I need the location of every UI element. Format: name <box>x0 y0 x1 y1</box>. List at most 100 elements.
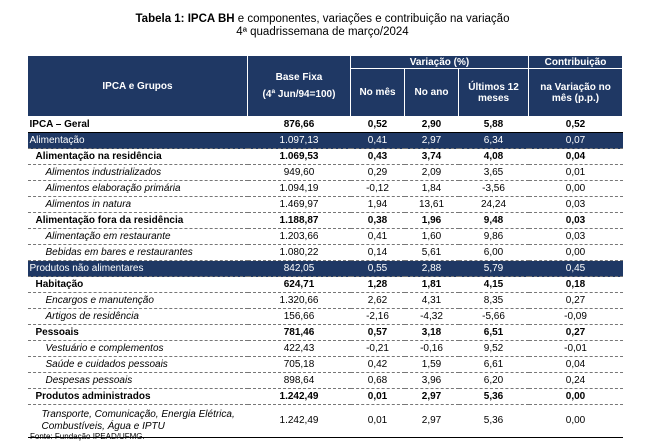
title-line: Tabela 1: IPCA BH e componentes, variaçõ… <box>0 13 645 26</box>
cell: 3,18 <box>404 324 459 341</box>
cell: 0,07 <box>528 132 623 149</box>
table-row: Bebidas em bares e restaurantes 1.080,22 0… <box>27 244 623 261</box>
cell: 9,48 <box>458 212 529 229</box>
cell: 1.069,53 <box>247 148 351 165</box>
row-label: Alimentos elaboração primária <box>27 180 248 197</box>
cell: 624,71 <box>247 276 351 293</box>
cell: 0,52 <box>528 116 623 133</box>
title: Tabela 1: IPCA BH e componentes, variaçõ… <box>0 13 645 39</box>
cell: 4,08 <box>458 148 529 165</box>
header-cell: na Variação no mês (p.p.) <box>528 68 624 117</box>
cell: 8,35 <box>458 292 529 309</box>
cell: 422,43 <box>247 340 351 357</box>
cell: -0,21 <box>350 340 405 357</box>
table-row: Transporte, Comunicação, Energia Elétric… <box>27 404 623 438</box>
cell: 0,29 <box>350 164 405 181</box>
cell: 1.094,19 <box>247 180 351 197</box>
title-rest: e componentes, variações e contribuição … <box>234 13 510 25</box>
cell: 1,81 <box>404 276 459 293</box>
cell: 0,14 <box>350 244 405 261</box>
table-row: Produtos administrados 1.242,49 0,01 2,97 5,… <box>27 388 623 405</box>
row-label: Artigos de residência <box>27 308 248 325</box>
cell: 0,01 <box>350 404 405 438</box>
table-row: Habitação 624,71 1,28 1,81 4,15 0,18 <box>27 276 623 293</box>
cell: 1.080,22 <box>247 244 351 261</box>
table-body: IPCA – Geral 876,66 0,52 2,90 5,88 0,52 Alimen… <box>27 116 623 438</box>
cell: 2,97 <box>404 388 459 405</box>
cell: 2,97 <box>404 404 459 438</box>
cell: 876,66 <box>247 116 351 133</box>
cell: 3,74 <box>404 148 459 165</box>
cell: 1.242,49 <box>247 404 351 438</box>
header-cell: No mês <box>350 68 405 117</box>
cell: 0,68 <box>350 372 405 389</box>
cell: 6,34 <box>458 132 529 149</box>
cell: 5,79 <box>458 260 529 277</box>
cell: 1.469,97 <box>247 196 351 213</box>
table-row: Alimentação na residência 1.069,53 0,43 3,7… <box>27 148 623 165</box>
source: Fonte: Fundação IPEAD/UFMG. <box>30 432 145 441</box>
table-row: Despesas pessoais 898,64 0,68 3,96 6,20 0,24 <box>27 372 623 389</box>
cell: 5,88 <box>458 116 529 133</box>
row-label: Alimentos industrializados <box>27 164 248 181</box>
row-label: Encargos e manutenção <box>27 292 248 309</box>
row-label: Alimentação na residência <box>27 148 248 165</box>
cell: -5,66 <box>458 308 529 325</box>
table-row: Produtos não alimentares 842,05 0,55 2,88 5,… <box>27 260 623 277</box>
cell: 1,59 <box>404 356 459 373</box>
cell: -0,16 <box>404 340 459 357</box>
cell: 6,51 <box>458 324 529 341</box>
cell: 0,04 <box>528 148 623 165</box>
table-row: Vestuário e complementos 422,43 -0,21 -0,16… <box>27 340 623 357</box>
cell: 0,01 <box>350 388 405 405</box>
table-row: Alimentação 1.097,13 0,41 2,97 6,34 0,07 <box>27 132 623 149</box>
table-row: IPCA – Geral 876,66 0,52 2,90 5,88 0,52 <box>27 116 623 133</box>
cell: 0,38 <box>350 212 405 229</box>
cell: -0,09 <box>528 308 623 325</box>
table-row: Artigos de residência 156,66 -2,16 -4,32 -5,… <box>27 308 623 325</box>
cell: 2,88 <box>404 260 459 277</box>
row-label: Produtos não alimentares <box>27 260 248 277</box>
cell: 6,00 <box>458 244 529 261</box>
cell: 0,24 <box>528 372 623 389</box>
cell: 0,04 <box>528 356 623 373</box>
cell: 1.188,87 <box>247 212 351 229</box>
row-label: Transporte, Comunicação, Energia Elétric… <box>27 404 248 438</box>
header-cell: Base Fixa (4ª Jun/94=100) <box>247 55 351 117</box>
header-text: (4ª Jun/94=100) <box>262 89 336 100</box>
cell: 3,65 <box>458 164 529 181</box>
cell: 3,96 <box>404 372 459 389</box>
cell: 24,24 <box>458 196 529 213</box>
cell: 0,03 <box>528 196 623 213</box>
table-row: Encargos e manutenção 1.320,66 2,62 4,31 8,3… <box>27 292 623 309</box>
row-label: Vestuário e complementos <box>27 340 248 357</box>
cell: 781,46 <box>247 324 351 341</box>
header-cell: No ano <box>404 68 459 117</box>
cell: 0,57 <box>350 324 405 341</box>
cell: 1,96 <box>404 212 459 229</box>
cell: 0,52 <box>350 116 405 133</box>
cell: -0,01 <box>528 340 623 357</box>
cell: 5,61 <box>404 244 459 261</box>
header-cell: Últimos 12 meses <box>457 68 530 117</box>
row-label: Despesas pessoais <box>27 372 248 389</box>
row-label: Bebidas em bares e restaurantes <box>27 244 248 261</box>
cell: 0,00 <box>528 244 623 261</box>
cell: 4,31 <box>404 292 459 309</box>
cell: 2,90 <box>404 116 459 133</box>
row-label: Alimentação fora da residência <box>27 212 248 229</box>
header-cell: Contribuição <box>528 55 624 69</box>
row-label: Pessoais <box>27 324 248 341</box>
cell: 13,61 <box>404 196 459 213</box>
row-label: Alimentação <box>27 132 248 149</box>
cell: -3,56 <box>458 180 529 197</box>
cell: 0,03 <box>528 212 623 229</box>
cell: 1,60 <box>404 228 459 245</box>
header-text: Base Fixa <box>275 72 323 83</box>
table-row: Alimentos elaboração primária 1.094,19 -0,… <box>27 180 623 197</box>
cell: 0,45 <box>528 260 623 277</box>
cell: 705,18 <box>247 356 351 373</box>
row-label: Alimentação em restaurante <box>27 228 248 245</box>
cell: 1.242,49 <box>247 388 351 405</box>
